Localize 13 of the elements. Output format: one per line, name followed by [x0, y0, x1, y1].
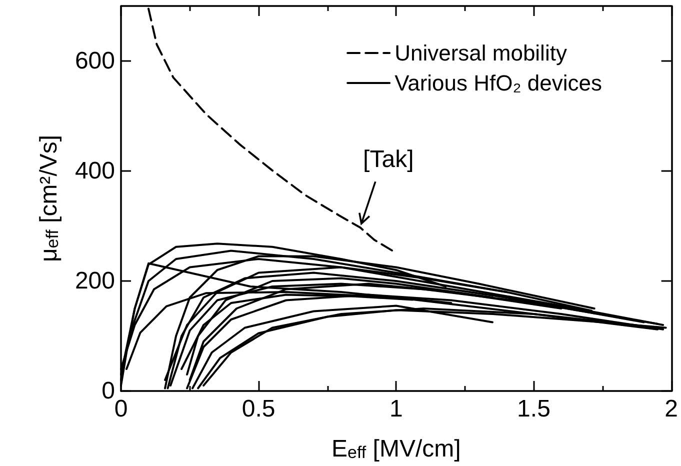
legend-label: Various HfO₂ devices — [394, 70, 602, 96]
y-axis-title: μeff [cm²/Vs] — [36, 134, 62, 262]
x-axis-title: Eeff [MV/cm] — [332, 436, 461, 462]
x-tick-label: 1.5 — [517, 396, 550, 422]
y-tick-label: 200 — [74, 268, 115, 294]
annotation: [Tak] — [363, 146, 414, 174]
y-tick-label: 600 — [74, 48, 115, 74]
y-tick-label: 400 — [74, 158, 115, 184]
x-tick-label: 1 — [389, 396, 403, 422]
y-tick-label: 0 — [102, 378, 115, 404]
x-tick-label: 0.5 — [242, 396, 276, 422]
legend-label: Universal mobility — [394, 40, 567, 66]
x-tick-label: 2 — [664, 396, 678, 422]
